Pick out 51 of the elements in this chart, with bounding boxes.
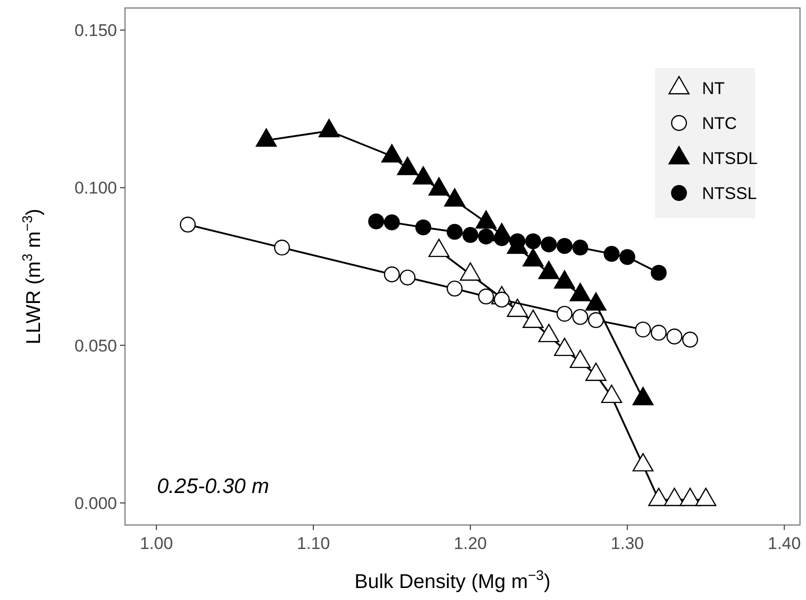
legend-label: NT: [702, 78, 725, 98]
point: [619, 249, 636, 265]
x-tick-label: 1.00: [140, 534, 173, 553]
point: [588, 312, 604, 328]
point: [525, 233, 542, 250]
point: [635, 322, 651, 338]
point: [695, 488, 716, 506]
point: [682, 332, 698, 348]
point: [384, 266, 400, 282]
point: [556, 238, 572, 254]
x-tick-label: 1.10: [296, 534, 330, 553]
point: [368, 213, 384, 230]
point: [478, 288, 494, 304]
x-tick-label: 1.20: [454, 534, 487, 553]
y-tick-label: 0.100: [74, 178, 117, 198]
point: [446, 280, 463, 297]
x-tick-label: 1.40: [768, 534, 801, 553]
point: [650, 264, 667, 281]
annotation: 0.25-0.30 m: [157, 475, 270, 498]
point: [650, 324, 667, 341]
point: [274, 240, 290, 256]
point: [400, 270, 416, 286]
legend-label: NTSSL: [702, 184, 757, 203]
point: [666, 328, 682, 344]
point: [572, 309, 588, 325]
x-axis-title: Bulk Density (Mg m$^{−3}$): [354, 567, 551, 593]
point: [494, 230, 510, 246]
point: [415, 219, 432, 236]
legend-label: NTSDL: [702, 148, 758, 168]
point: [632, 453, 654, 472]
point: [604, 246, 620, 262]
point: [384, 214, 400, 230]
point: [462, 227, 478, 243]
point: [601, 384, 622, 404]
y-tick-label: 0.000: [74, 494, 117, 513]
point: [570, 350, 591, 368]
point: [478, 228, 494, 244]
point: [648, 488, 670, 506]
y-tick-label: 0.150: [74, 21, 117, 40]
point: [572, 240, 588, 256]
y-tick-label: 0.050: [74, 336, 117, 356]
point: [585, 362, 606, 381]
legend-label: NTC: [702, 114, 737, 133]
point: [180, 216, 196, 233]
point: [664, 488, 685, 506]
point: [556, 306, 572, 322]
point: [632, 386, 654, 406]
point: [540, 236, 557, 252]
x-tick-label: 1.30: [610, 534, 644, 553]
point: [446, 224, 463, 240]
point: [680, 488, 701, 506]
